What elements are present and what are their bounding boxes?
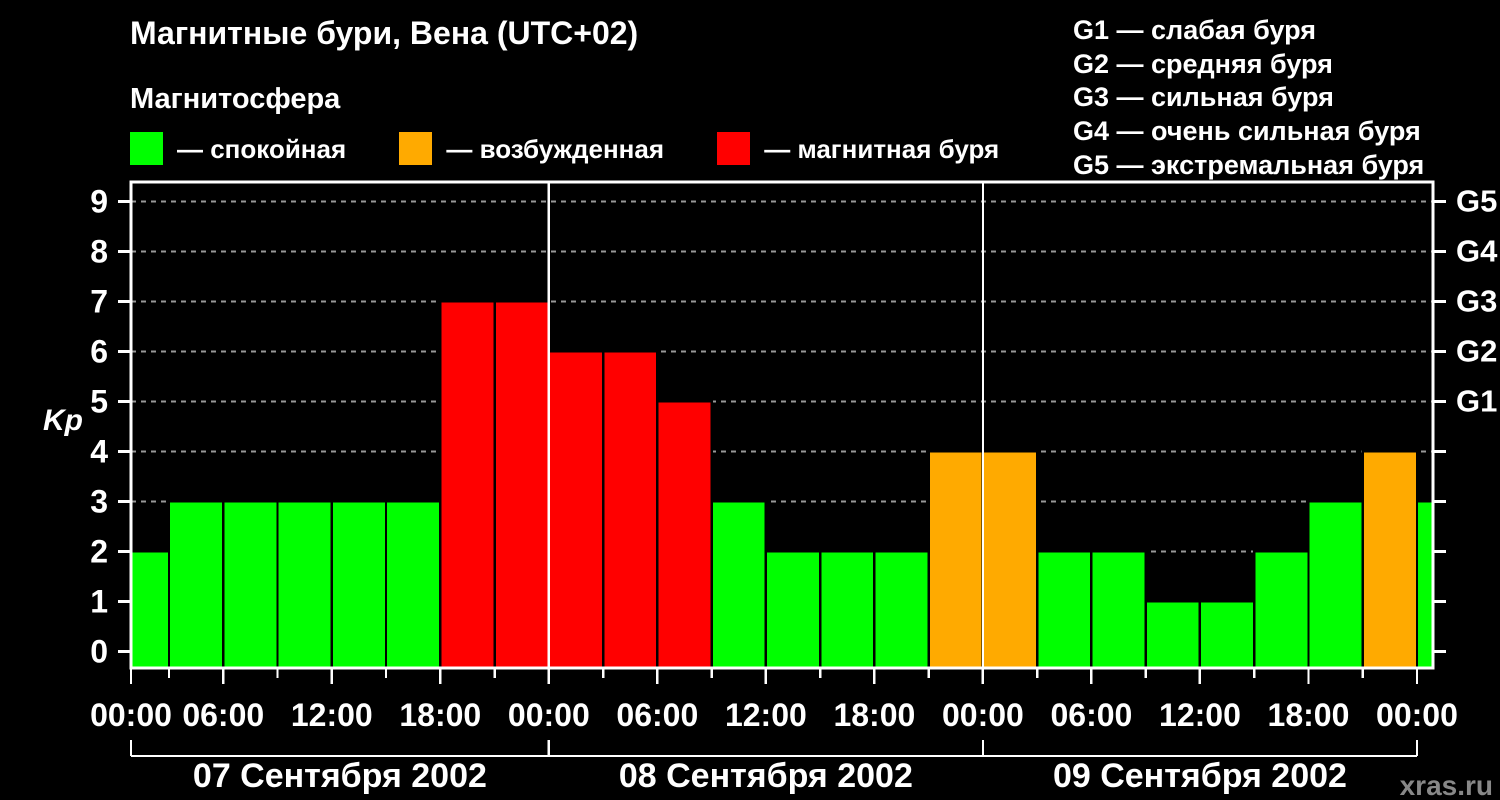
svg-text:06:00: 06:00	[616, 697, 698, 733]
svg-text:00:00: 00:00	[1376, 697, 1458, 733]
svg-text:5: 5	[90, 384, 108, 420]
svg-text:18:00: 18:00	[833, 697, 915, 733]
svg-text:00:00: 00:00	[942, 697, 1024, 733]
svg-text:18:00: 18:00	[399, 697, 481, 733]
svg-text:06:00: 06:00	[182, 697, 264, 733]
svg-text:8: 8	[90, 234, 108, 270]
svg-text:Kp: Kp	[43, 404, 83, 437]
svg-text:4: 4	[90, 434, 108, 470]
svg-text:2: 2	[90, 534, 108, 570]
svg-text:12:00: 12:00	[291, 697, 373, 733]
svg-text:G5: G5	[1456, 184, 1497, 219]
svg-text:9: 9	[90, 184, 108, 220]
svg-text:09 Сентября 2002: 09 Сентября 2002	[1053, 757, 1347, 795]
svg-text:3: 3	[90, 484, 108, 520]
svg-text:0: 0	[90, 634, 108, 670]
svg-text:7: 7	[90, 284, 108, 320]
svg-text:G3: G3	[1456, 284, 1497, 319]
svg-text:06:00: 06:00	[1050, 697, 1132, 733]
svg-text:00:00: 00:00	[90, 697, 172, 733]
svg-text:G2: G2	[1456, 334, 1497, 369]
svg-text:xras.ru: xras.ru	[1400, 770, 1493, 800]
svg-text:00:00: 00:00	[508, 697, 590, 733]
svg-text:G1: G1	[1456, 384, 1497, 419]
svg-text:08 Сентября 2002: 08 Сентября 2002	[619, 757, 913, 795]
svg-text:12:00: 12:00	[725, 697, 807, 733]
svg-text:6: 6	[90, 334, 108, 370]
svg-text:G4: G4	[1456, 234, 1498, 269]
svg-text:18:00: 18:00	[1268, 697, 1350, 733]
svg-text:1: 1	[90, 584, 108, 620]
svg-text:12:00: 12:00	[1159, 697, 1241, 733]
svg-text:07 Сентября 2002: 07 Сентября 2002	[193, 757, 487, 795]
